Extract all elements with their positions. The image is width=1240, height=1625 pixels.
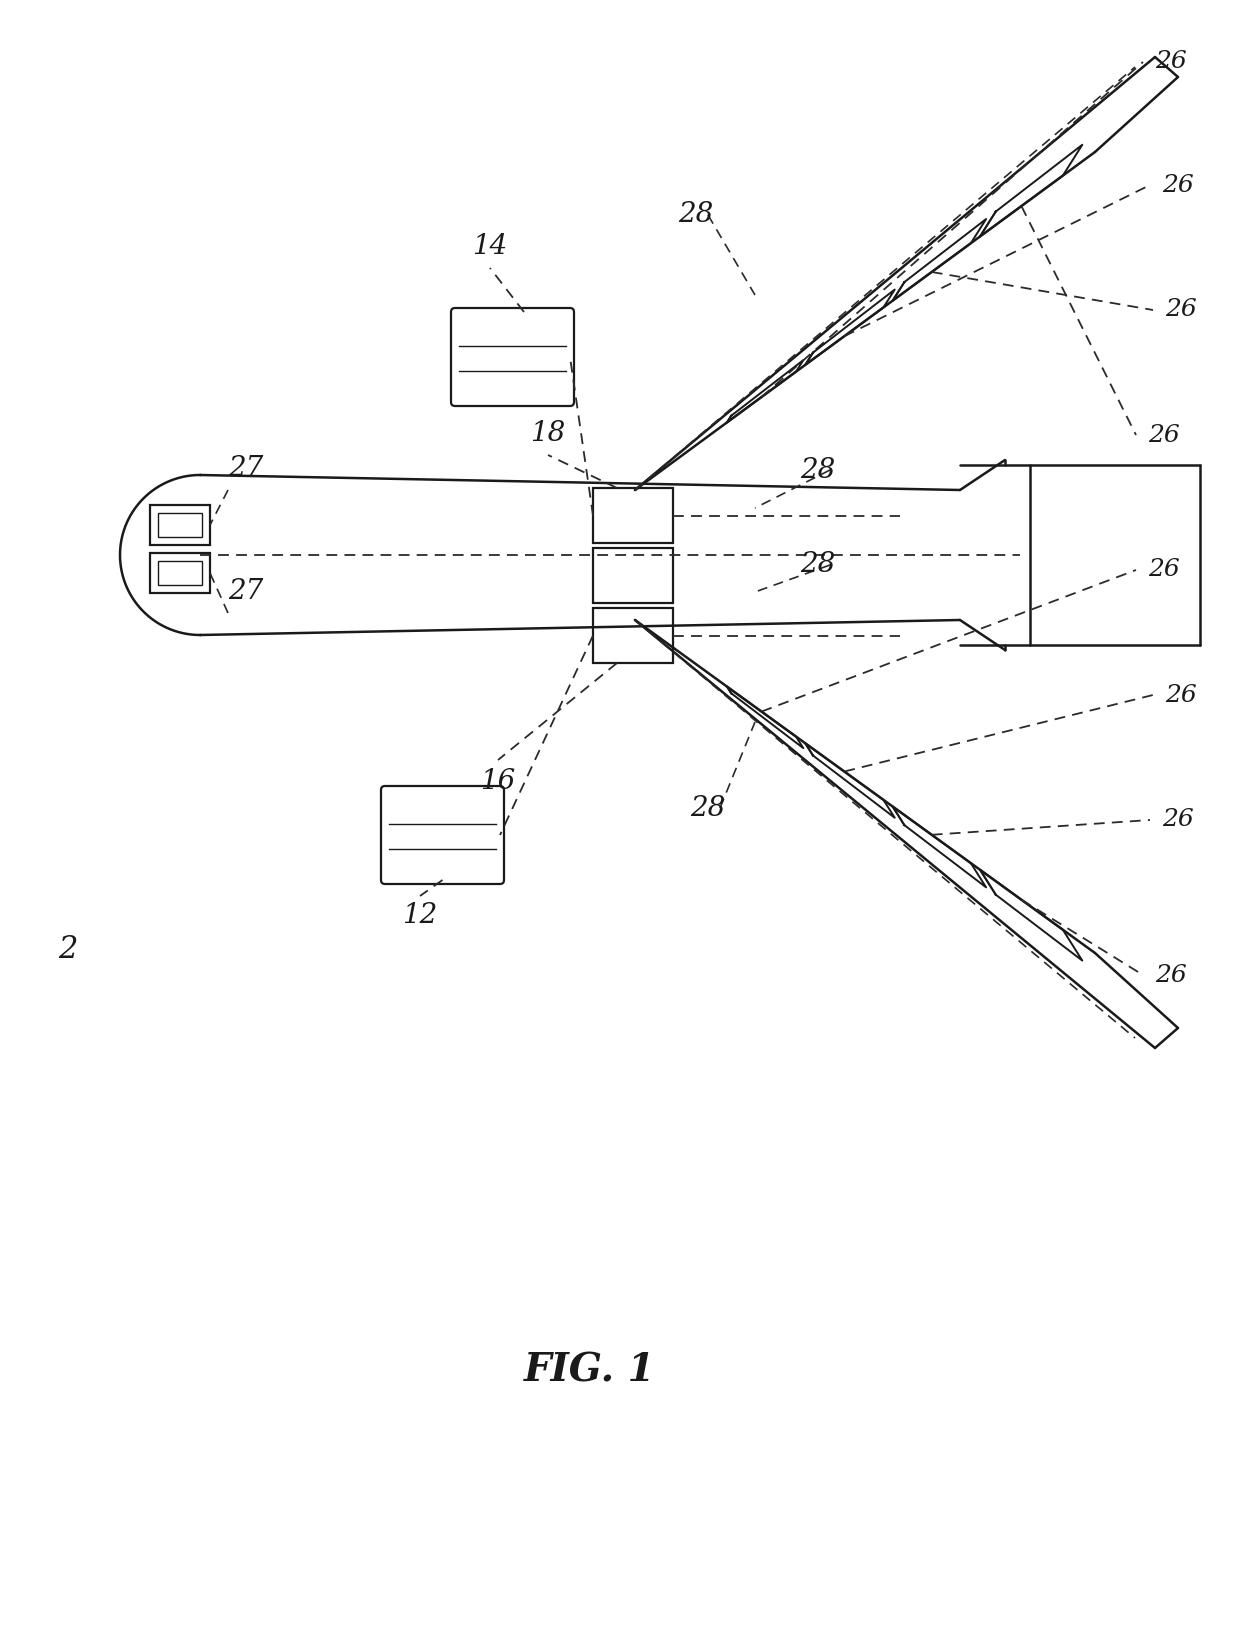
Bar: [150, 552, 210, 593]
FancyBboxPatch shape: [451, 309, 574, 406]
Text: 27: 27: [228, 455, 263, 483]
Text: 12: 12: [402, 902, 438, 930]
Text: 28: 28: [800, 551, 836, 578]
Text: 28: 28: [678, 202, 713, 229]
Text: 26: 26: [1148, 424, 1179, 447]
Bar: [593, 548, 673, 603]
Text: 28: 28: [800, 457, 836, 484]
Text: FIG. 1: FIG. 1: [525, 1350, 656, 1389]
Bar: [593, 488, 673, 543]
Text: 26: 26: [1148, 559, 1179, 582]
Text: 26: 26: [1162, 174, 1194, 197]
Bar: [593, 608, 673, 663]
Bar: [157, 514, 202, 536]
Text: 28: 28: [689, 795, 725, 822]
Text: 26: 26: [1162, 809, 1194, 832]
Text: 27: 27: [228, 578, 263, 604]
Text: 16: 16: [480, 769, 516, 795]
FancyBboxPatch shape: [381, 786, 503, 884]
Bar: [150, 505, 210, 544]
Text: 18: 18: [531, 419, 565, 447]
Bar: [157, 561, 202, 585]
Text: 26: 26: [1166, 684, 1197, 707]
Text: 26: 26: [1154, 50, 1187, 73]
Text: 2: 2: [58, 934, 78, 965]
Text: 14: 14: [472, 232, 507, 260]
Text: 26: 26: [1166, 299, 1197, 322]
Text: 26: 26: [1154, 964, 1187, 986]
